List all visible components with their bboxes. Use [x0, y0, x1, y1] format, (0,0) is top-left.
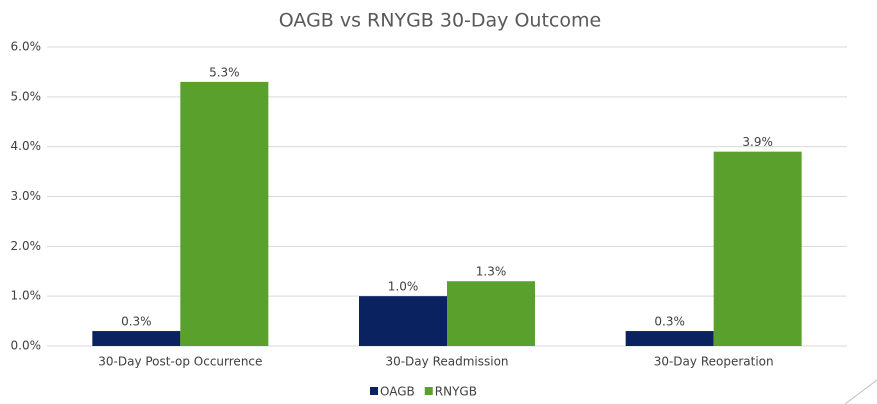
bar — [447, 281, 535, 346]
legend-swatch — [370, 387, 378, 395]
y-tick-label: 6.0% — [11, 40, 42, 54]
x-tick-label: 30-Day Reoperation — [654, 355, 774, 369]
x-tick-label: 30-Day Readmission — [385, 355, 508, 369]
x-tick-label: 30-Day Post-op Occurrence — [98, 355, 262, 369]
value-label: 1.3% — [476, 265, 507, 279]
value-label: 5.3% — [209, 65, 240, 79]
value-label: 1.0% — [388, 280, 419, 294]
decoration — [844, 379, 877, 404]
y-tick-label: 1.0% — [11, 289, 42, 303]
chart-title: OAGB vs RNYGB 30-Day Outcome — [279, 10, 601, 32]
y-tick-label: 3.0% — [11, 189, 42, 203]
legend-label: RNYGB — [435, 385, 477, 399]
y-tick-label: 2.0% — [11, 239, 42, 253]
bar — [713, 151, 802, 346]
bar — [92, 331, 181, 346]
y-tick-label: 5.0% — [11, 89, 42, 103]
value-label: 0.3% — [654, 315, 685, 329]
value-label: 0.3% — [121, 315, 152, 329]
bar — [625, 331, 714, 346]
legend-label: OAGB — [380, 385, 415, 399]
bar — [180, 81, 269, 346]
y-tick-label: 4.0% — [11, 139, 42, 153]
value-label: 3.9% — [742, 135, 773, 149]
y-tick-label: 0.0% — [11, 339, 42, 353]
bar — [359, 296, 447, 346]
legend-swatch — [424, 387, 433, 395]
